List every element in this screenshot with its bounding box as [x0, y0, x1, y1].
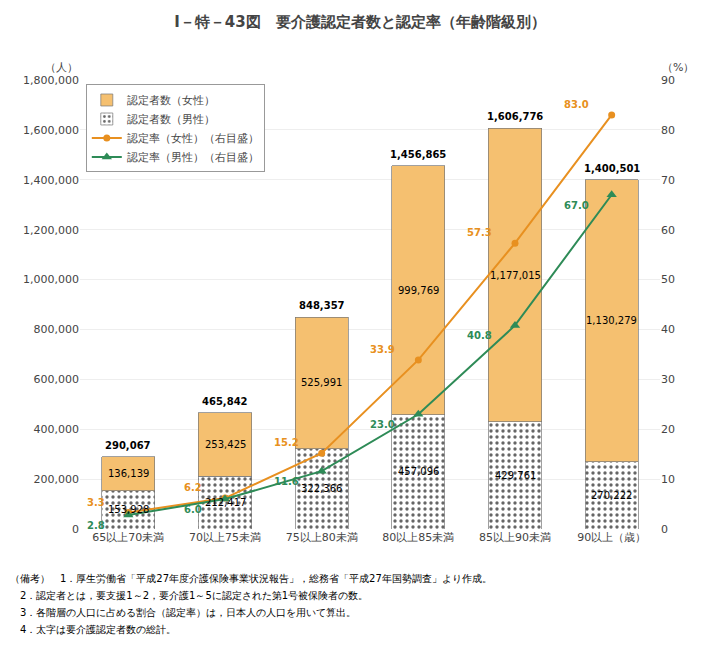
svg-text:1,000,000: 1,000,000 [23, 273, 79, 286]
svg-text:600,000: 600,000 [34, 373, 80, 386]
svg-text:1,456,865: 1,456,865 [390, 149, 446, 160]
svg-text:1,400,501: 1,400,501 [584, 163, 640, 174]
svg-text:1,400,000: 1,400,000 [23, 174, 79, 187]
svg-text:90: 90 [661, 74, 675, 87]
svg-text:20: 20 [661, 423, 675, 436]
svg-text:0: 0 [661, 523, 668, 536]
svg-text:1,600,000: 1,600,000 [23, 124, 79, 137]
svg-text:1,130,279: 1,130,279 [586, 315, 637, 326]
svg-text:11.6: 11.6 [274, 476, 299, 487]
svg-text:465,842: 465,842 [202, 396, 248, 407]
svg-text:4．太字は要介護認定者数の総計。: 4．太字は要介護認定者数の総計。 [10, 624, 176, 635]
svg-text:322,366: 322,366 [301, 483, 342, 494]
svg-text:1,800,000: 1,800,000 [23, 74, 79, 87]
svg-text:212,417: 212,417 [205, 497, 246, 508]
svg-text:認定率（女性）（右目盛）: 認定率（女性）（右目盛） [127, 132, 259, 145]
svg-text:67.0: 67.0 [564, 200, 589, 211]
svg-text:15.2: 15.2 [274, 437, 299, 448]
svg-text:1,606,776: 1,606,776 [487, 111, 543, 122]
svg-text:999,769: 999,769 [398, 285, 439, 296]
svg-text:（%）: （%） [662, 61, 694, 74]
svg-text:83.0: 83.0 [564, 99, 589, 110]
svg-text:270,222: 270,222 [591, 490, 632, 501]
svg-text:60: 60 [661, 224, 675, 237]
svg-text:1,200,000: 1,200,000 [23, 224, 79, 237]
svg-text:10: 10 [661, 473, 675, 486]
svg-text:153,928: 153,928 [108, 504, 149, 515]
svg-text:0: 0 [72, 523, 79, 536]
svg-text:2.8: 2.8 [87, 520, 105, 531]
svg-text:90以上（歳）: 90以上（歳） [577, 531, 646, 544]
svg-text:848,357: 848,357 [299, 300, 345, 311]
svg-text:（備考） 1．厚生労働省「平成27年度介護保険事業状況報告」: （備考） 1．厚生労働省「平成27年度介護保険事業状況報告」，総務省「平成27年… [10, 573, 492, 584]
svg-text:200,000: 200,000 [34, 473, 80, 486]
svg-text:40.8: 40.8 [467, 330, 492, 341]
svg-text:70: 70 [661, 174, 675, 187]
svg-text:136,139: 136,139 [108, 468, 149, 479]
svg-text:65以上70未満: 65以上70未満 [92, 531, 164, 544]
svg-text:80以上85未満: 80以上85未満 [382, 531, 454, 544]
svg-text:457,096: 457,096 [398, 466, 439, 477]
svg-text:認定者数（女性）: 認定者数（女性） [127, 94, 215, 107]
svg-text:429,761: 429,761 [495, 470, 536, 481]
svg-text:6.0: 6.0 [184, 504, 202, 515]
svg-text:800,000: 800,000 [34, 323, 80, 336]
svg-text:1,177,015: 1,177,015 [490, 270, 541, 281]
svg-text:（人）: （人） [45, 61, 78, 74]
svg-text:23.0: 23.0 [370, 419, 395, 430]
svg-text:I－特－43図 要介護認定者数と認定率（年齢階級別）: I－特－43図 要介護認定者数と認定率（年齢階級別） [174, 13, 545, 31]
svg-text:85以上90未満: 85以上90未満 [479, 531, 551, 544]
svg-text:50: 50 [661, 273, 675, 286]
svg-text:2．認定者とは，要支援1～2，要介護1～5に認定された第1号: 2．認定者とは，要支援1～2，要介護1～5に認定された第1号被保険者の数。 [10, 590, 368, 601]
svg-text:30: 30 [661, 373, 675, 386]
svg-text:3.3: 3.3 [87, 497, 105, 508]
svg-text:40: 40 [661, 323, 675, 336]
svg-text:認定率（男性）（右目盛）: 認定率（男性）（右目盛） [127, 151, 259, 164]
svg-text:80: 80 [661, 124, 675, 137]
svg-text:75以上80未満: 75以上80未満 [286, 531, 358, 544]
svg-text:253,425: 253,425 [205, 439, 246, 450]
svg-text:400,000: 400,000 [34, 423, 80, 436]
svg-text:57.3: 57.3 [467, 227, 492, 238]
svg-text:3．各階層の人口に占める割合（認定率）は，日本人の人口を用い: 3．各階層の人口に占める割合（認定率）は，日本人の人口を用いて算出。 [10, 607, 356, 618]
svg-text:290,067: 290,067 [105, 440, 151, 451]
svg-text:6.2: 6.2 [184, 482, 202, 493]
svg-text:33.9: 33.9 [370, 344, 395, 355]
svg-text:525,991: 525,991 [301, 377, 342, 388]
svg-text:認定者数（男性）: 認定者数（男性） [127, 113, 215, 126]
svg-text:70以上75未満: 70以上75未満 [189, 531, 261, 544]
